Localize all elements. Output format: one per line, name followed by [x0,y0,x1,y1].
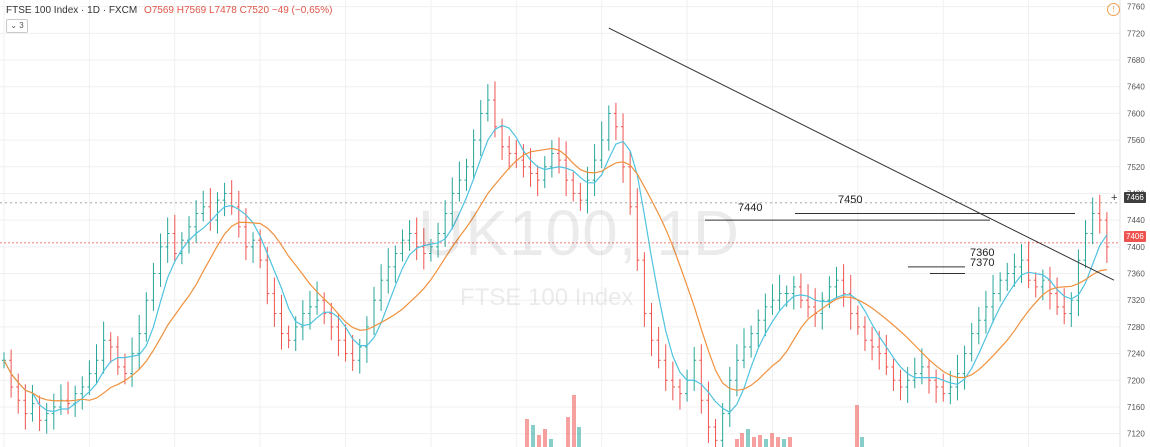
volume-bar [860,437,864,447]
y-tick-label: 7600 [1127,109,1145,118]
watermark-description: FTSE 100 Index [460,284,634,311]
level-label-7450: 7450 [838,194,863,206]
volume-bar [543,429,547,447]
volume-bar [577,427,581,447]
volume-bar [549,439,553,447]
volume-bar [758,435,762,447]
volume-bar [566,417,570,447]
watermark-symbol: UK100, 1D [418,197,741,269]
volume-bar [740,433,744,447]
volume-bar [776,437,780,447]
crosshair-icon[interactable]: + [1111,192,1118,204]
level-label-7360: 7360 [970,247,995,259]
indicator-count: 3 [19,21,24,30]
ohlc-values: O7569 H7569 L7478 C7520 −49 (−0,65%) [143,5,333,16]
chevron-down-icon: ⌄ [10,21,17,30]
y-tick-label: 7680 [1127,56,1145,65]
volume-bar [746,429,750,447]
volume-bar [855,405,859,447]
volume-bar [572,395,576,447]
y-tick-label: 7760 [1127,3,1145,12]
volume-bar [531,425,535,447]
alert-icon[interactable]: ! [1107,3,1120,16]
symbol-header: FTSE 100 Index · 1D · FXCM O7569 H7569 L… [6,5,332,16]
y-tick-label: 7120 [1127,430,1145,439]
y-tick-label: 7640 [1127,83,1145,92]
volume-bar [788,437,792,447]
volume-bar [752,437,756,447]
last-price-tag: 7406 [1124,231,1146,242]
volume-bar [782,439,786,447]
ma-fast-line [3,124,1108,414]
volume-bar [764,439,768,447]
y-tick-label: 7200 [1127,376,1145,385]
level-label-7370: 7370 [970,257,995,269]
y-tick-label: 7280 [1127,323,1145,332]
y-tick-label: 7400 [1127,243,1145,252]
y-tick-label: 7560 [1127,136,1145,145]
symbol-title: FTSE 100 Index · 1D · FXCM [6,5,138,16]
volume-bar [735,439,739,447]
y-tick-label: 7360 [1127,270,1145,279]
y-tick-label: 7160 [1127,403,1145,412]
y-tick-label: 7720 [1127,29,1145,38]
volume-bar [770,433,774,447]
downtrend-line [608,27,1115,281]
y-tick-label: 7520 [1127,163,1145,172]
y-tick-label: 7440 [1127,216,1145,225]
y-tick-label: 7320 [1127,296,1145,305]
volume-bar [525,419,529,447]
crosshair-price-tag: 7466 [1124,192,1146,203]
level-label-7440: 7440 [738,202,763,214]
ma-slow-line [3,147,1107,402]
indicators-collapse-button[interactable]: ⌄ 3 [6,19,28,33]
y-tick-label: 7240 [1127,350,1145,359]
volume-bar [537,435,541,447]
